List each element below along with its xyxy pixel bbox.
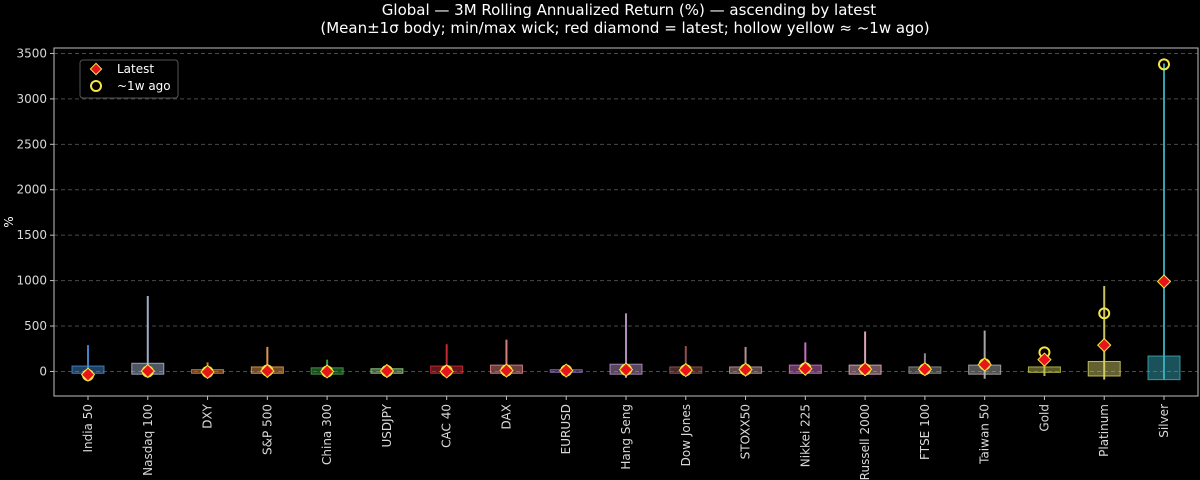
series-group [848,331,882,377]
data-layer [71,58,1181,382]
x-tick-label: Dow Jones [679,404,693,466]
x-tick-label: EURUSD [559,404,573,454]
latest-marker [1097,337,1112,353]
legend-latest-marker [89,62,103,76]
latest-marker [319,364,335,379]
latest-marker [559,363,574,378]
latest-marker [857,361,873,377]
y-tick-label: 1000 [16,274,47,288]
series-group [489,339,523,378]
body [1027,366,1061,373]
y-tick-label: 0 [39,364,47,378]
week-ago-marker [1098,307,1111,320]
x-tick-label: Hang Seng [619,404,633,470]
body [1147,355,1181,381]
series-group [549,363,583,378]
latest-marker [80,367,96,382]
latest-marker [1037,352,1052,367]
latest-marker [379,363,395,379]
x-tick-label: Russell 2000 [858,404,872,480]
latest-marker [678,362,693,378]
y-tick-label: 1500 [16,228,47,242]
x-tick-label: Gold [1037,404,1051,432]
latest-marker [738,362,753,377]
body [1087,360,1121,377]
series-group [370,363,404,379]
y-axis-label: % [2,216,16,227]
x-tick-label: China 300 [320,404,334,465]
latest-marker [499,363,514,378]
series-group [1027,346,1061,377]
y-tick-layer: 0 500 1000 1500 2000 2500 3000 3500 [16,46,54,378]
x-tick-label: USDJPY [380,403,394,447]
x-tick-layer: India 50 Nasdaq 100 DXY S&P 500 China 300 USD… [81,396,1171,480]
x-tick-label: Nasdaq 100 [141,404,155,476]
chart-title: Global — 3M Rolling Annualized Return (%… [382,1,877,19]
y-tick-label: 2000 [16,183,47,197]
latest-marker [439,364,454,379]
series-group [609,313,643,378]
legend-box [79,59,179,99]
series-group [968,330,1002,379]
y-tick-label: 500 [24,319,47,333]
series-group [908,353,942,377]
x-tick-label: FTSE 100 [918,404,932,460]
series-group [729,346,763,377]
legend-week-ago-marker [90,80,102,92]
x-tick-label: India 50 [81,404,95,453]
latest-marker [1156,274,1172,289]
legend: Latest ~1w ago [79,59,179,99]
x-tick-label: DAX [499,404,513,429]
series-group [430,344,464,379]
legend-latest-label: Latest [117,62,154,76]
x-tick-label: S&P 500 [260,404,274,455]
series-group [669,346,703,378]
latest-marker [618,362,634,377]
series-group [310,359,344,379]
latest-marker [917,361,933,377]
series-group [71,345,105,382]
series-group [131,296,165,379]
series-group [1147,58,1181,381]
y-tick-label: 3500 [16,46,47,60]
y-tick-label: 3000 [16,92,47,106]
latest-marker [200,364,215,380]
chart-subtitle: (Mean±1σ body; min/max wick; red diamond… [320,19,929,37]
series-group [250,346,284,379]
y-tick-label: 2500 [16,137,47,151]
x-tick-label: Taiwan 50 [978,404,992,465]
latest-marker [977,357,992,372]
week-ago-marker [1158,58,1170,71]
latest-marker [140,363,155,379]
x-tick-label: Platinum [1097,404,1111,457]
grid-layer [54,52,1198,372]
x-tick-label: Silver [1157,404,1171,438]
x-tick-label: DXY [201,403,215,428]
x-tick-label: Nikkei 225 [798,404,812,467]
series-group [788,342,822,376]
x-tick-label: STOXX50 [739,404,753,459]
x-tick-label: CAC 40 [440,404,454,448]
series-group [1087,286,1121,380]
latest-marker [798,361,813,376]
legend-week-ago-label: ~1w ago [117,79,171,93]
series-group [191,362,225,380]
latest-marker [260,363,275,379]
